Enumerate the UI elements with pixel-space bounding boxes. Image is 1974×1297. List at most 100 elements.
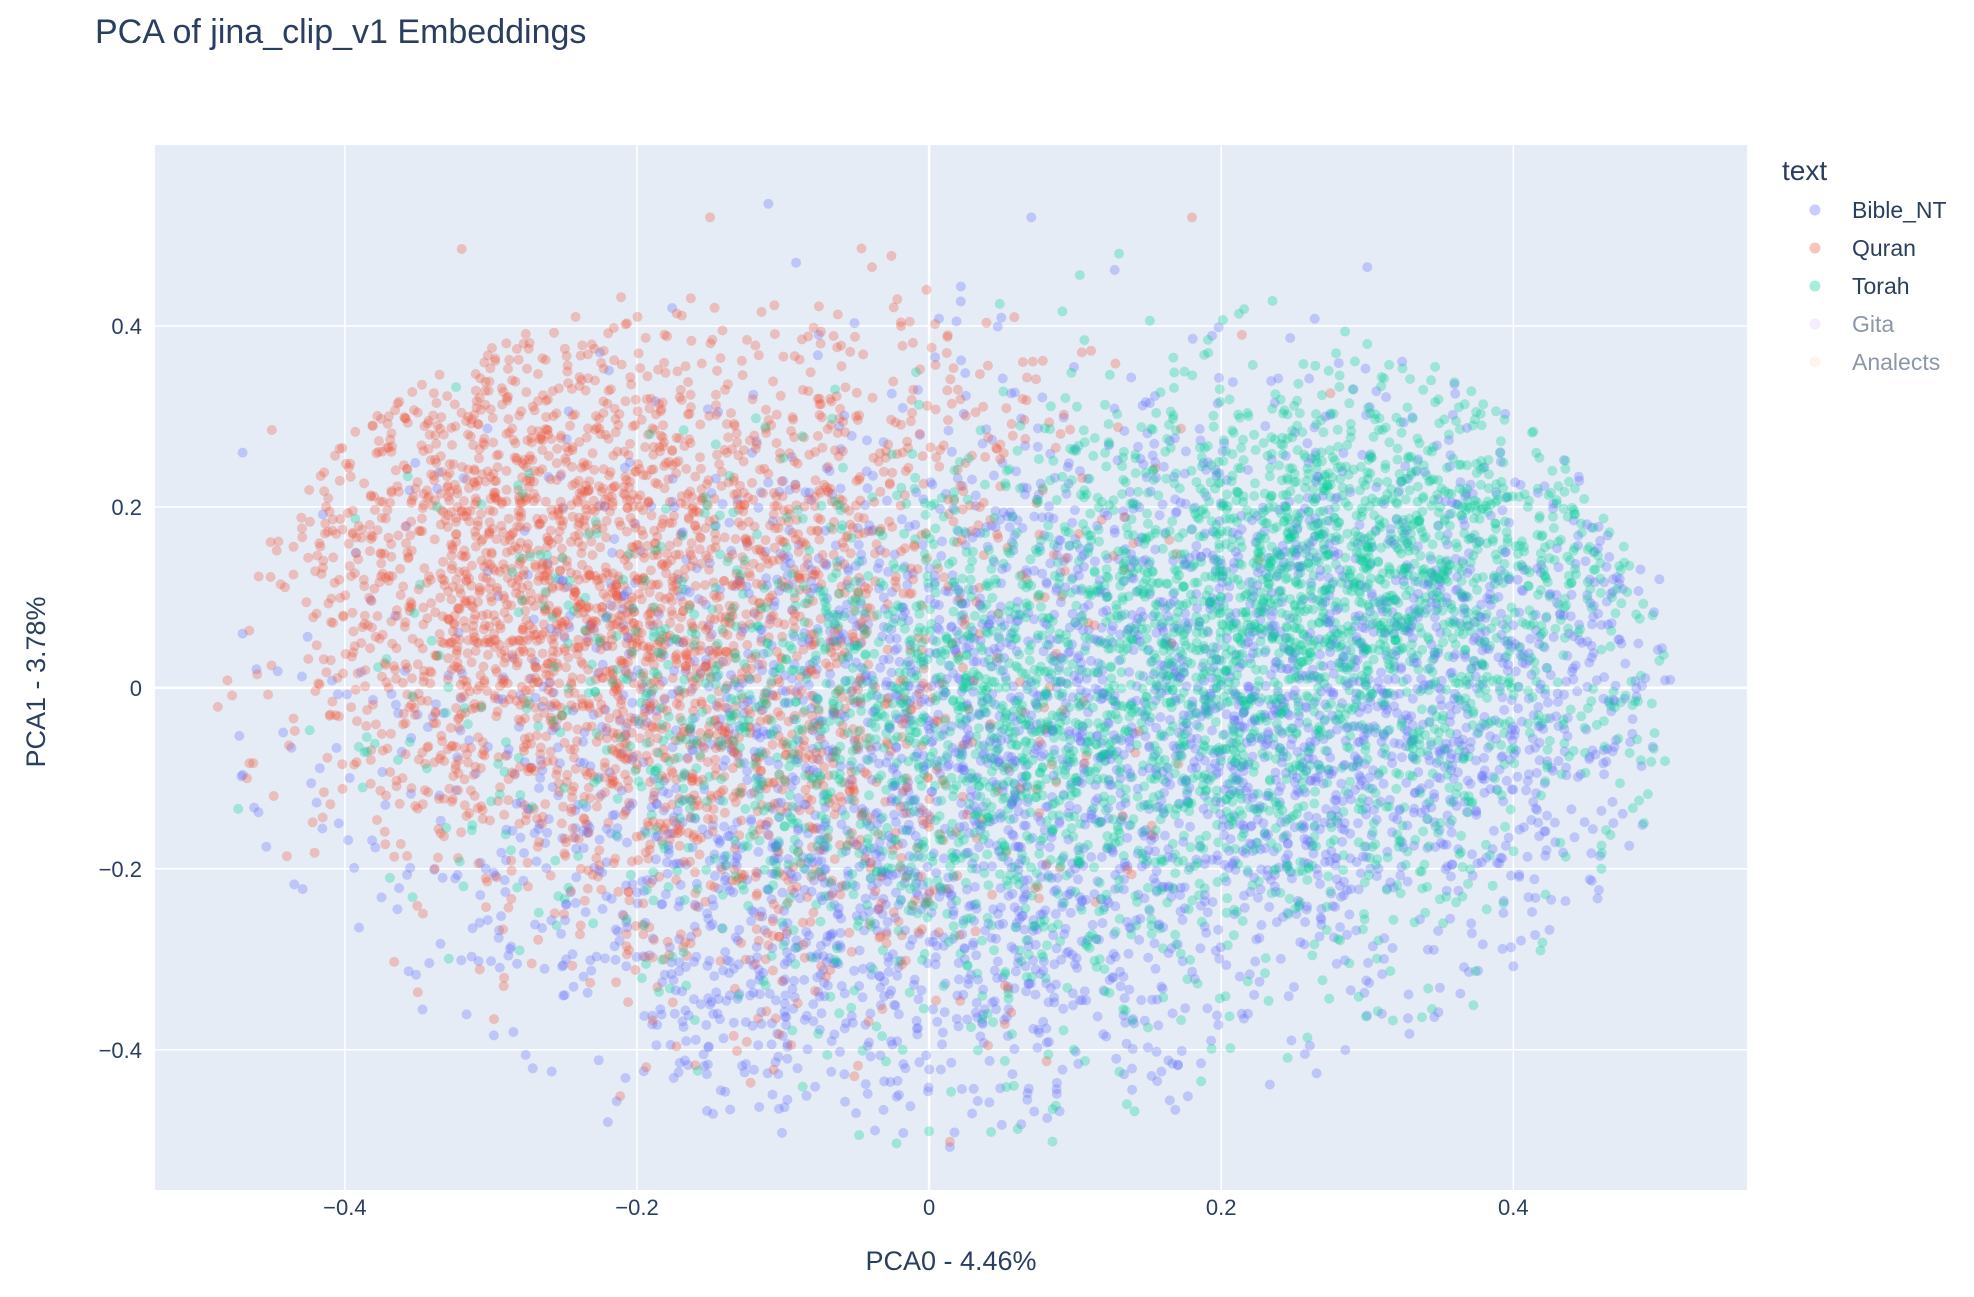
data-point xyxy=(1032,1043,1042,1053)
data-point xyxy=(1175,890,1185,900)
data-point xyxy=(697,359,707,369)
data-point xyxy=(971,950,981,960)
data-point xyxy=(550,908,560,918)
data-point xyxy=(1148,450,1158,460)
data-point xyxy=(1064,458,1074,468)
data-point xyxy=(1265,1080,1275,1090)
data-point xyxy=(1618,809,1628,819)
data-point xyxy=(675,701,685,711)
data-point xyxy=(289,542,299,552)
data-point xyxy=(1572,686,1582,696)
data-point xyxy=(985,1056,995,1066)
data-point xyxy=(603,818,613,828)
data-point xyxy=(596,885,606,895)
data-point xyxy=(1239,891,1249,901)
data-point xyxy=(1007,942,1017,952)
data-point xyxy=(1300,917,1310,927)
data-point xyxy=(761,1006,771,1016)
data-point xyxy=(1345,829,1355,839)
data-point xyxy=(1124,949,1134,959)
data-point xyxy=(1077,995,1087,1005)
data-point xyxy=(774,1029,784,1039)
data-point xyxy=(836,484,846,494)
data-point xyxy=(952,316,962,326)
data-point xyxy=(858,992,868,1002)
data-point xyxy=(768,1090,778,1100)
data-point xyxy=(681,962,691,972)
data-point xyxy=(887,389,897,399)
data-point xyxy=(1093,1012,1103,1022)
data-point xyxy=(715,1014,725,1024)
data-point xyxy=(730,844,740,854)
data-point xyxy=(1088,920,1098,930)
data-point xyxy=(1504,833,1514,843)
data-point xyxy=(1021,986,1031,996)
data-point xyxy=(1167,1059,1177,1069)
data-point xyxy=(1616,639,1626,649)
data-point xyxy=(829,1030,839,1040)
data-point xyxy=(475,890,485,900)
data-point xyxy=(1222,709,1232,719)
data-point xyxy=(679,1022,689,1032)
data-point xyxy=(1628,714,1638,724)
data-point xyxy=(589,465,599,475)
data-point xyxy=(494,933,504,943)
data-point xyxy=(851,1108,861,1118)
data-point xyxy=(740,1067,750,1077)
data-point xyxy=(1010,902,1020,912)
data-point xyxy=(1160,831,1170,841)
data-point xyxy=(1330,853,1340,863)
data-point xyxy=(447,440,457,450)
data-point xyxy=(1044,512,1054,522)
data-point xyxy=(880,797,890,807)
data-point xyxy=(632,952,642,962)
data-point xyxy=(611,955,621,965)
data-point xyxy=(609,355,619,365)
data-point xyxy=(600,953,610,963)
data-point xyxy=(954,974,964,984)
data-point xyxy=(934,927,944,937)
data-point xyxy=(823,981,833,991)
data-point xyxy=(512,959,522,969)
data-point xyxy=(504,355,514,365)
data-point xyxy=(422,743,432,753)
data-point xyxy=(729,964,739,974)
data-point xyxy=(581,907,591,917)
data-point xyxy=(987,997,997,1007)
data-point xyxy=(1009,1044,1019,1054)
data-point xyxy=(729,1031,739,1041)
data-point xyxy=(996,313,1006,323)
data-point xyxy=(1195,943,1205,953)
data-point xyxy=(924,1083,934,1093)
data-point xyxy=(1561,677,1571,687)
data-point xyxy=(528,1063,538,1073)
data-point xyxy=(1215,583,1225,593)
data-point xyxy=(289,879,299,889)
data-point xyxy=(1543,698,1553,708)
data-point xyxy=(863,1089,873,1099)
data-point xyxy=(1155,510,1165,520)
data-point xyxy=(1107,626,1117,636)
data-point xyxy=(646,565,656,575)
data-point xyxy=(835,1047,845,1057)
data-point xyxy=(381,791,391,801)
data-point xyxy=(1007,829,1017,839)
data-point xyxy=(354,923,364,933)
data-point xyxy=(1177,1046,1187,1056)
data-point xyxy=(1379,779,1389,789)
data-point xyxy=(641,333,651,343)
data-point xyxy=(1601,757,1611,767)
data-point xyxy=(489,1030,499,1040)
data-point xyxy=(910,520,920,530)
data-point xyxy=(1479,788,1489,798)
data-point xyxy=(866,1052,876,1062)
data-point xyxy=(971,926,981,936)
data-point xyxy=(1513,703,1523,713)
data-point xyxy=(937,536,947,546)
data-point xyxy=(610,941,620,951)
data-point xyxy=(1335,881,1345,891)
data-point xyxy=(1660,675,1670,685)
data-point xyxy=(1389,738,1399,748)
data-point xyxy=(1185,822,1195,832)
data-point xyxy=(898,403,908,413)
